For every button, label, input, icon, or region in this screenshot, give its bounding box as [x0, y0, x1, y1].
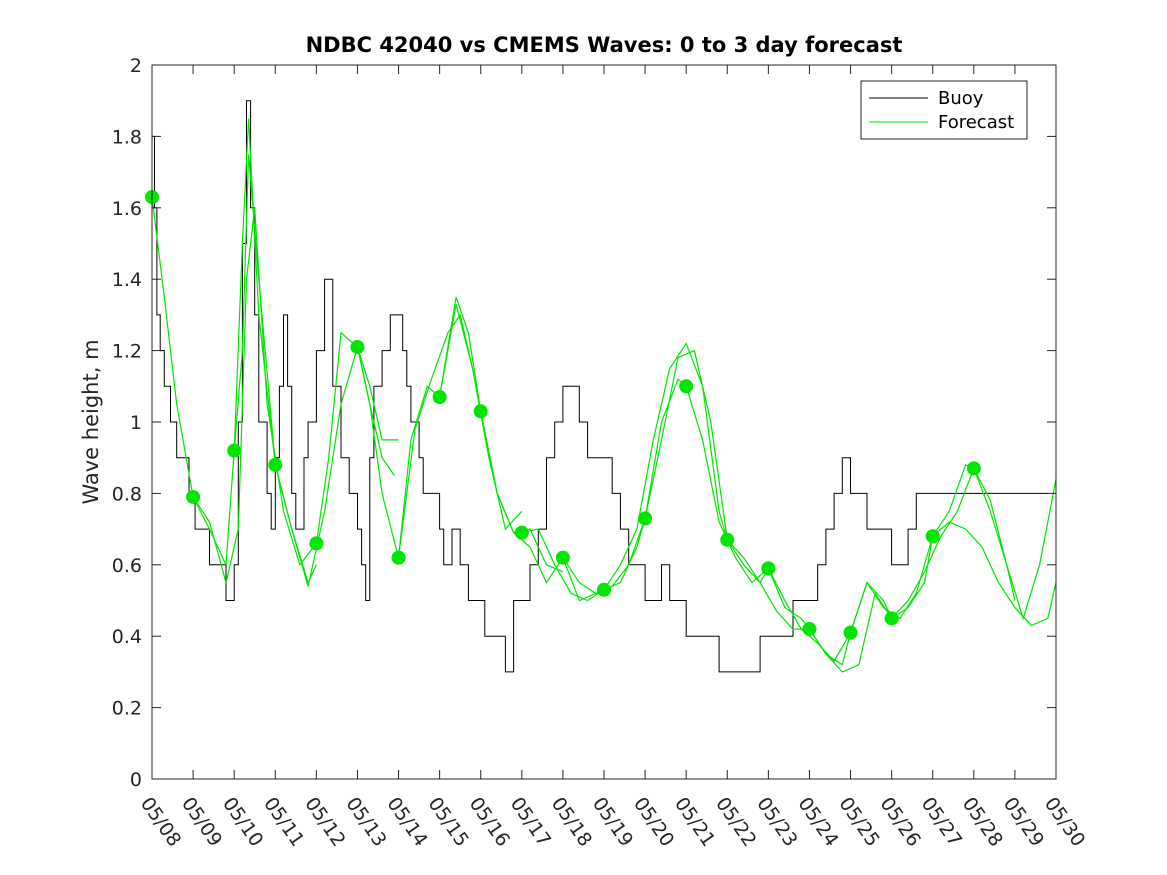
forecast-line: [849, 463, 975, 633]
x-tick-label: 05/28: [958, 793, 1007, 850]
x-tick-label: 05/26: [876, 793, 925, 850]
buoy-line: [152, 100, 1048, 673]
forecast-initial-marker: [679, 379, 694, 394]
x-tick-label: 05/30: [1040, 793, 1089, 850]
y-axis: 0 0.2 0.4 0.6 0.8 1 1.2 1.4 1.6 1.8 2: [112, 55, 1056, 791]
forecast-line: [397, 313, 523, 558]
forecast-line: [767, 568, 893, 663]
x-tick-label: 05/24: [793, 793, 842, 850]
y-tick-label: 0.8: [112, 483, 142, 505]
legend-label-buoy: Buoy: [938, 88, 984, 109]
forecast-initial-marker: [597, 582, 611, 597]
forecast-initial-marker: [432, 390, 447, 405]
x-tick-label: 05/27: [917, 793, 966, 850]
forecast-line: [726, 539, 852, 666]
forecast-line: [151, 118, 276, 566]
forecast-line: [644, 349, 769, 584]
forecast-initial-marker: [309, 536, 324, 551]
forecast-line: [562, 378, 687, 595]
forecast-initial-marker: [802, 622, 817, 637]
y-tick-label: 2: [130, 55, 142, 77]
forecast-initial-marker: [966, 461, 981, 476]
forecast-line: [233, 154, 317, 585]
y-tick-label: 0.6: [112, 555, 142, 577]
x-tick-label: 05/22: [711, 793, 760, 850]
forecast-line: [274, 344, 399, 587]
x-tick-label: 05/21: [670, 793, 719, 850]
forecast-initial-marker: [227, 443, 242, 458]
forecast-initial-marker: [391, 550, 406, 565]
x-tick-label: 05/16: [465, 793, 514, 850]
forecast-initial-marker: [186, 489, 201, 504]
x-tick-label: 05/08: [136, 793, 185, 850]
x-tick-label: 05/23: [752, 793, 801, 850]
x-tick-label: 05/15: [424, 793, 473, 850]
forecast-initial-marker: [925, 529, 940, 544]
forecast-initial-marker: [638, 511, 653, 526]
forecast-line: [603, 342, 728, 591]
forecast-initial-marker: [761, 561, 776, 576]
forecast-line: [685, 386, 810, 630]
y-tick-label: 0.4: [112, 626, 142, 648]
legend-label-forecast: Forecast: [938, 112, 1014, 133]
x-tick-label: 05/19: [588, 793, 637, 850]
x-tick-label: 05/20: [629, 793, 678, 850]
marker-layer: [145, 190, 981, 640]
forecast-line: [356, 304, 474, 558]
forecast-initial-marker: [555, 550, 570, 565]
chart-title: NDBC 42040 vs CMEMS Waves: 0 to 3 day fo…: [306, 33, 903, 57]
y-axis-label: Wave height, m: [79, 339, 103, 504]
forecast-initial-marker: [843, 625, 858, 640]
forecast-line: [192, 207, 317, 583]
plot-area: [152, 65, 1056, 779]
forecast-initial-marker: [514, 525, 529, 540]
y-tick-label: 1: [130, 412, 142, 434]
forecast-line: [808, 536, 934, 673]
forecast-initial-marker: [473, 404, 488, 419]
forecast-initial-marker: [350, 340, 365, 355]
x-tick-label: 05/18: [547, 793, 596, 850]
y-tick-label: 1.8: [112, 126, 142, 148]
forecast-initial-marker: [884, 611, 899, 626]
forecast-line: [973, 468, 1057, 621]
y-tick-label: 1.6: [112, 198, 142, 220]
legend-box: [860, 80, 1028, 140]
y-tick-label: 0.2: [112, 698, 142, 720]
y-tick-label: 0: [130, 769, 142, 791]
series-layer: [151, 100, 1057, 673]
forecast-initial-marker: [720, 532, 735, 547]
x-tick-label: 05/09: [177, 793, 226, 850]
x-tick-label: 05/10: [218, 793, 267, 850]
forecast-line: [932, 521, 1057, 627]
legend: Buoy Forecast: [860, 80, 1028, 140]
x-tick-label: 05/29: [999, 793, 1048, 850]
x-tick-label: 05/12: [300, 793, 349, 850]
y-tick-label: 1.2: [112, 341, 142, 363]
forecast-initial-marker: [268, 457, 283, 472]
forecast-line: [480, 411, 605, 602]
x-tick-label: 05/11: [259, 793, 308, 850]
forecast-line: [891, 466, 1016, 619]
x-tick-label: 05/25: [834, 793, 883, 850]
x-tick-label: 05/14: [382, 793, 431, 850]
y-tick-label: 1.4: [112, 269, 142, 291]
x-tick-label: 05/13: [341, 793, 390, 850]
x-tick-label: 05/17: [506, 793, 555, 850]
